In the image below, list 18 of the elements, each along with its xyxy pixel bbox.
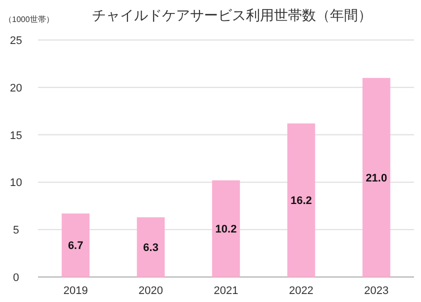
value-label: 16.2 bbox=[290, 195, 312, 208]
value-label: 6.7 bbox=[68, 240, 84, 252]
ytick: 0 bbox=[12, 272, 20, 284]
xtick: 2023 bbox=[364, 285, 389, 297]
xtick: 2022 bbox=[288, 285, 314, 297]
ylabel: （1000世帯） bbox=[4, 15, 54, 24]
ytick: 5 bbox=[12, 224, 20, 237]
title: チャイルドケアサービス利用世帯数（年間） bbox=[92, 7, 372, 23]
xtick: 2021 bbox=[214, 285, 238, 297]
ytick: 25 bbox=[10, 35, 22, 47]
value-label: 21.0 bbox=[366, 172, 388, 184]
value-label: 6.3 bbox=[143, 242, 158, 254]
ytick: 15 bbox=[10, 130, 22, 142]
ytick: 20 bbox=[10, 82, 22, 94]
ytick: 10 bbox=[10, 177, 22, 190]
xtick: 2020 bbox=[138, 285, 164, 297]
xtick: 2019 bbox=[63, 285, 88, 297]
value-label: 10.2 bbox=[215, 224, 237, 236]
